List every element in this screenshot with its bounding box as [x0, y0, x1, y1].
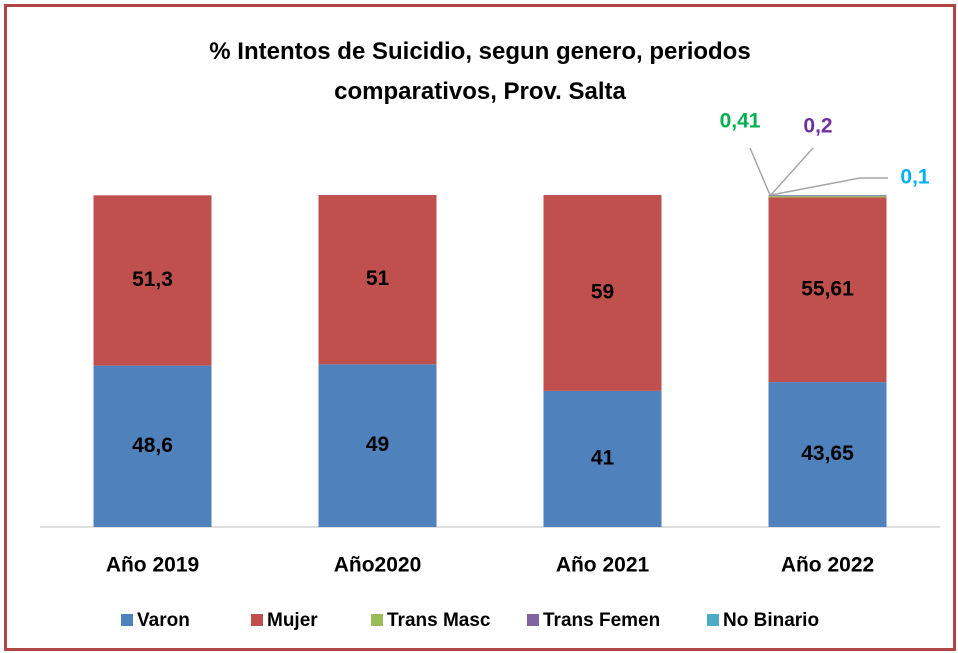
- legend-swatch: [527, 614, 539, 626]
- legend-label: Varon: [137, 610, 190, 631]
- x-tick-label: Año 2021: [556, 554, 650, 577]
- legend-label: Mujer: [267, 610, 318, 631]
- legend-swatch: [121, 614, 133, 626]
- data-label: 51: [366, 267, 390, 290]
- x-tick-label: Año 2022: [781, 554, 874, 577]
- data-label: 43,65: [801, 442, 854, 465]
- data-label: 0,41: [720, 110, 761, 133]
- data-label: 48,6: [132, 434, 173, 457]
- data-label: 51,3: [132, 268, 173, 291]
- leader-line: [769, 147, 814, 196]
- data-label: 0,2: [803, 115, 832, 138]
- legend-label: No Binario: [723, 610, 819, 631]
- bar-segment: [768, 197, 887, 383]
- legend-label: Trans Femen: [543, 610, 660, 631]
- bar-segment: [768, 195, 887, 197]
- data-label: 41: [591, 446, 615, 469]
- legend-label: Trans Masc: [387, 610, 491, 631]
- bar-segment: [543, 390, 662, 527]
- x-tick-label: Año 2019: [106, 554, 199, 577]
- data-label: 49: [366, 433, 389, 456]
- bar-segment: [768, 382, 887, 527]
- data-label: 55,61: [801, 277, 854, 300]
- data-label: 59: [591, 280, 614, 303]
- bar-segment: [93, 195, 212, 366]
- legend-swatch: [371, 614, 383, 626]
- leader-line: [749, 147, 772, 197]
- chart-title: % Intentos de Suicidio, segun genero, pe…: [209, 38, 751, 105]
- legend-swatch: [707, 614, 719, 626]
- data-label: 0,1: [900, 166, 930, 189]
- x-tick-label: Año2020: [334, 554, 422, 577]
- bar-segment: [318, 364, 437, 527]
- bar-segment: [543, 195, 662, 391]
- bar-segment: [318, 195, 437, 365]
- legend-swatch: [251, 614, 263, 626]
- leader-line: [770, 177, 888, 196]
- bar-segment: [93, 365, 212, 527]
- bar-segment: [768, 196, 887, 198]
- chart-border: [4, 4, 956, 651]
